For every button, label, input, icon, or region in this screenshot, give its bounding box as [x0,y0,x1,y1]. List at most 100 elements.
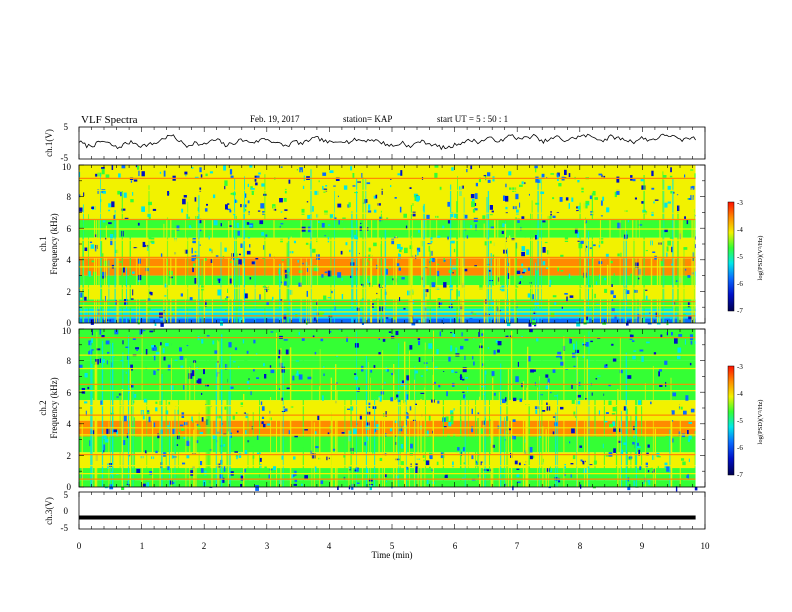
spectrogram-texture [688,458,690,462]
spectrogram-texture [495,340,498,344]
spectrogram-texture [403,213,407,218]
spectrogram-texture [322,312,325,315]
spectrogram-texture [472,313,477,315]
spectrogram-texture [294,478,298,483]
spectrogram-texture [602,443,604,449]
spectrogram-texture [403,300,406,307]
spectrogram-texture [522,370,525,373]
spectrogram-texture [171,393,173,395]
spectrogram-texture [570,472,572,478]
spectrogram-texture [412,211,416,217]
spectrogram-texture [281,281,283,283]
spectrogram-texture [247,362,251,364]
spectrogram-texture [430,258,433,261]
spectrogram-texture [346,336,348,342]
spectrogram-texture [125,346,130,348]
spectrogram-texture [466,169,468,173]
spectrogram-texture [648,227,652,229]
spec1-ytick-6: 6 [67,224,72,234]
spectrogram-texture [617,253,620,257]
spec1-ytick-10: 10 [62,162,72,172]
spectrogram-texture [436,333,440,337]
spectrogram-texture [416,247,421,252]
spectrogram-texture [350,447,354,452]
spectrogram-texture [614,191,617,198]
spectrogram-texture [554,301,557,306]
spectrogram-texture [167,425,169,429]
spectrogram-texture [544,241,548,244]
spectrogram-texture [632,178,636,182]
spectrogram-texture [199,228,202,232]
spectrogram-texture [180,365,184,369]
spectrogram-texture [374,428,377,433]
spectrogram-texture [508,171,512,176]
spectrogram-texture [685,395,689,401]
spectrogram-texture [186,454,190,459]
spectrogram-texture [483,225,487,231]
spectrogram-texture [361,173,363,178]
spectrogram-texture [556,356,559,358]
spectrogram-texture [399,206,402,213]
spectrogram-texture [285,349,289,355]
spectrogram-texture [481,386,485,388]
spectrogram-texture [568,273,571,279]
spectrogram-texture [505,195,509,202]
spectrogram-texture [146,482,149,488]
spectrogram-texture [390,442,393,444]
spectrogram-texture [132,338,136,340]
spectrogram-texture [259,457,262,462]
spectrogram-texture [592,190,596,196]
spectrogram-texture [247,183,249,187]
spectrogram-texture [521,271,525,274]
spectrogram-texture [337,485,339,490]
spectrogram-texture [447,446,452,451]
spectrogram-texture [528,447,533,453]
spectrogram-texture [460,345,464,350]
spectrogram-texture [155,401,158,404]
spectrogram-texture [557,480,561,483]
spectrogram-texture [633,480,636,487]
spectrogram-texture [181,341,185,347]
spectrogram-texture [280,211,283,214]
spectrogram-texture [598,244,601,248]
spectrogram-texture [527,293,531,298]
spectrogram-texture [433,233,436,236]
spectrogram-texture [508,427,512,431]
spectrogram-texture [208,449,213,451]
spectrogram-texture [181,208,184,213]
spectrogram-texture [364,442,367,446]
spectrogram-texture [257,210,261,212]
spectrogram-texture [107,480,109,484]
spectrogram-texture [397,173,402,176]
spectrogram-texture [171,453,174,459]
spectrogram-texture [401,461,404,466]
spectrogram-texture [641,185,646,191]
spectrogram-texture [501,230,504,234]
spectrogram-texture [224,180,228,186]
spectrogram-texture [122,267,125,273]
spectrogram-texture [560,270,564,272]
spectrogram-texture [366,182,371,185]
spectrogram-texture [96,348,101,351]
spectrogram-texture [87,226,92,230]
spectrogram-texture [639,349,644,352]
spectrogram-texture [443,282,447,288]
spectrogram-texture [306,201,309,203]
spectrogram-texture [673,191,675,194]
spectrogram-texture [220,448,222,454]
ch2-spectrogram-panel: 10 8 6 4 2 0 ch.2 Frequency (kHz) [38,326,706,492]
spectrogram-texture [611,413,616,415]
spectrogram-texture [603,420,608,423]
spectrogram-texture [573,365,576,367]
spectrogram-texture [573,382,578,383]
spectrogram-texture [571,399,575,404]
spectrogram-texture [391,373,394,376]
spectrogram-texture [414,194,418,201]
cb1-tick-5: -5 [737,253,743,261]
spectrogram-texture [246,250,251,255]
spectrogram-texture [367,283,369,285]
spectrogram-texture [516,286,519,288]
spectrogram-texture [377,203,381,206]
spectrogram-texture [347,408,351,410]
spectrogram-texture [101,168,105,175]
